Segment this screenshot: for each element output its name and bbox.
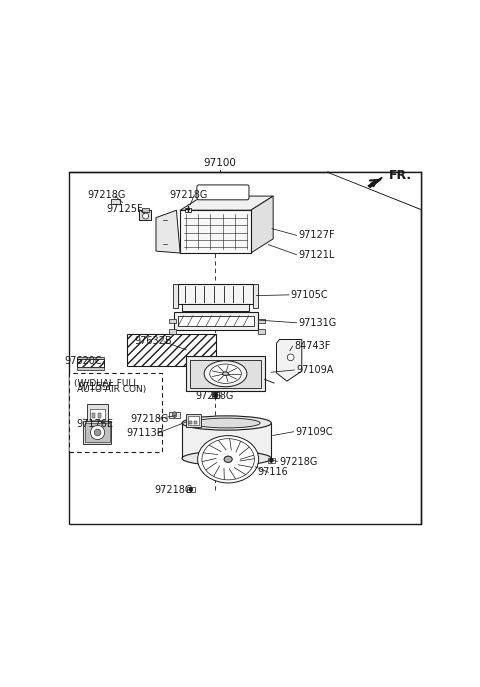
Bar: [190, 420, 192, 424]
Bar: [92, 414, 96, 418]
Text: 97155F: 97155F: [77, 382, 114, 392]
Bar: [87, 404, 108, 422]
Text: 97125F: 97125F: [107, 203, 144, 214]
Bar: [178, 316, 254, 326]
Text: 97127F: 97127F: [298, 230, 335, 240]
Text: 97109A: 97109A: [296, 365, 334, 375]
Text: 97218G: 97218G: [195, 391, 234, 401]
Polygon shape: [328, 172, 421, 210]
Polygon shape: [180, 210, 251, 253]
Text: 97218G: 97218G: [131, 414, 169, 424]
Ellipse shape: [182, 451, 271, 466]
Text: 97218G: 97218G: [279, 456, 318, 466]
Text: 97632B: 97632B: [134, 337, 172, 346]
Bar: [185, 207, 191, 212]
Ellipse shape: [224, 456, 232, 462]
Ellipse shape: [223, 372, 228, 376]
Ellipse shape: [204, 361, 247, 387]
Bar: [84, 421, 111, 444]
Ellipse shape: [143, 213, 148, 219]
Text: 97116: 97116: [257, 467, 288, 477]
Text: 97100: 97100: [204, 157, 236, 168]
Polygon shape: [269, 458, 273, 463]
Bar: [127, 334, 216, 365]
Text: 97105C: 97105C: [290, 290, 328, 300]
Text: 84743F: 84743F: [294, 341, 331, 351]
Bar: [110, 199, 120, 204]
Ellipse shape: [94, 429, 101, 436]
Bar: [90, 409, 105, 420]
Polygon shape: [368, 177, 382, 188]
Polygon shape: [276, 339, 302, 381]
Bar: [77, 357, 104, 359]
Polygon shape: [156, 210, 180, 253]
Polygon shape: [172, 412, 177, 418]
Bar: [178, 284, 252, 304]
Text: 97218G: 97218G: [154, 485, 192, 495]
Text: 97218G: 97218G: [169, 190, 207, 200]
Ellipse shape: [288, 354, 294, 361]
Text: 97620C: 97620C: [64, 356, 102, 366]
Polygon shape: [139, 210, 151, 221]
Text: 97121L: 97121L: [298, 249, 335, 260]
Bar: [190, 360, 261, 387]
Bar: [188, 416, 199, 425]
Ellipse shape: [91, 425, 105, 440]
FancyBboxPatch shape: [197, 185, 249, 200]
Ellipse shape: [193, 418, 260, 428]
Text: AUTO AIR CON): AUTO AIR CON): [77, 385, 146, 394]
Bar: [194, 420, 197, 424]
Polygon shape: [189, 487, 193, 492]
Bar: [142, 207, 148, 212]
Polygon shape: [182, 304, 249, 311]
Text: 97109C: 97109C: [295, 427, 333, 437]
Ellipse shape: [182, 416, 271, 430]
Polygon shape: [180, 196, 273, 210]
Bar: [77, 359, 104, 368]
Polygon shape: [251, 196, 273, 253]
Text: 97131G: 97131G: [298, 318, 336, 328]
Text: FR.: FR.: [389, 169, 412, 182]
Bar: [169, 319, 176, 323]
Bar: [169, 412, 180, 418]
Text: (W/DUAL FULL: (W/DUAL FULL: [74, 379, 138, 387]
Bar: [186, 414, 201, 427]
Bar: [174, 312, 258, 330]
Text: 97113B: 97113B: [126, 428, 164, 438]
Bar: [258, 319, 265, 323]
Bar: [186, 356, 264, 392]
Bar: [212, 392, 219, 398]
Bar: [267, 458, 275, 463]
Text: 97176E: 97176E: [77, 419, 114, 429]
Bar: [173, 284, 178, 308]
Bar: [252, 284, 258, 308]
Bar: [69, 373, 162, 452]
Polygon shape: [213, 392, 218, 398]
Bar: [97, 414, 101, 418]
Bar: [182, 423, 271, 458]
Bar: [85, 423, 110, 442]
Text: 97218G: 97218G: [87, 190, 126, 200]
Bar: [169, 329, 176, 334]
Ellipse shape: [210, 364, 241, 383]
Ellipse shape: [198, 436, 259, 483]
Bar: [77, 368, 104, 370]
Bar: [187, 487, 195, 492]
Bar: [258, 329, 265, 334]
